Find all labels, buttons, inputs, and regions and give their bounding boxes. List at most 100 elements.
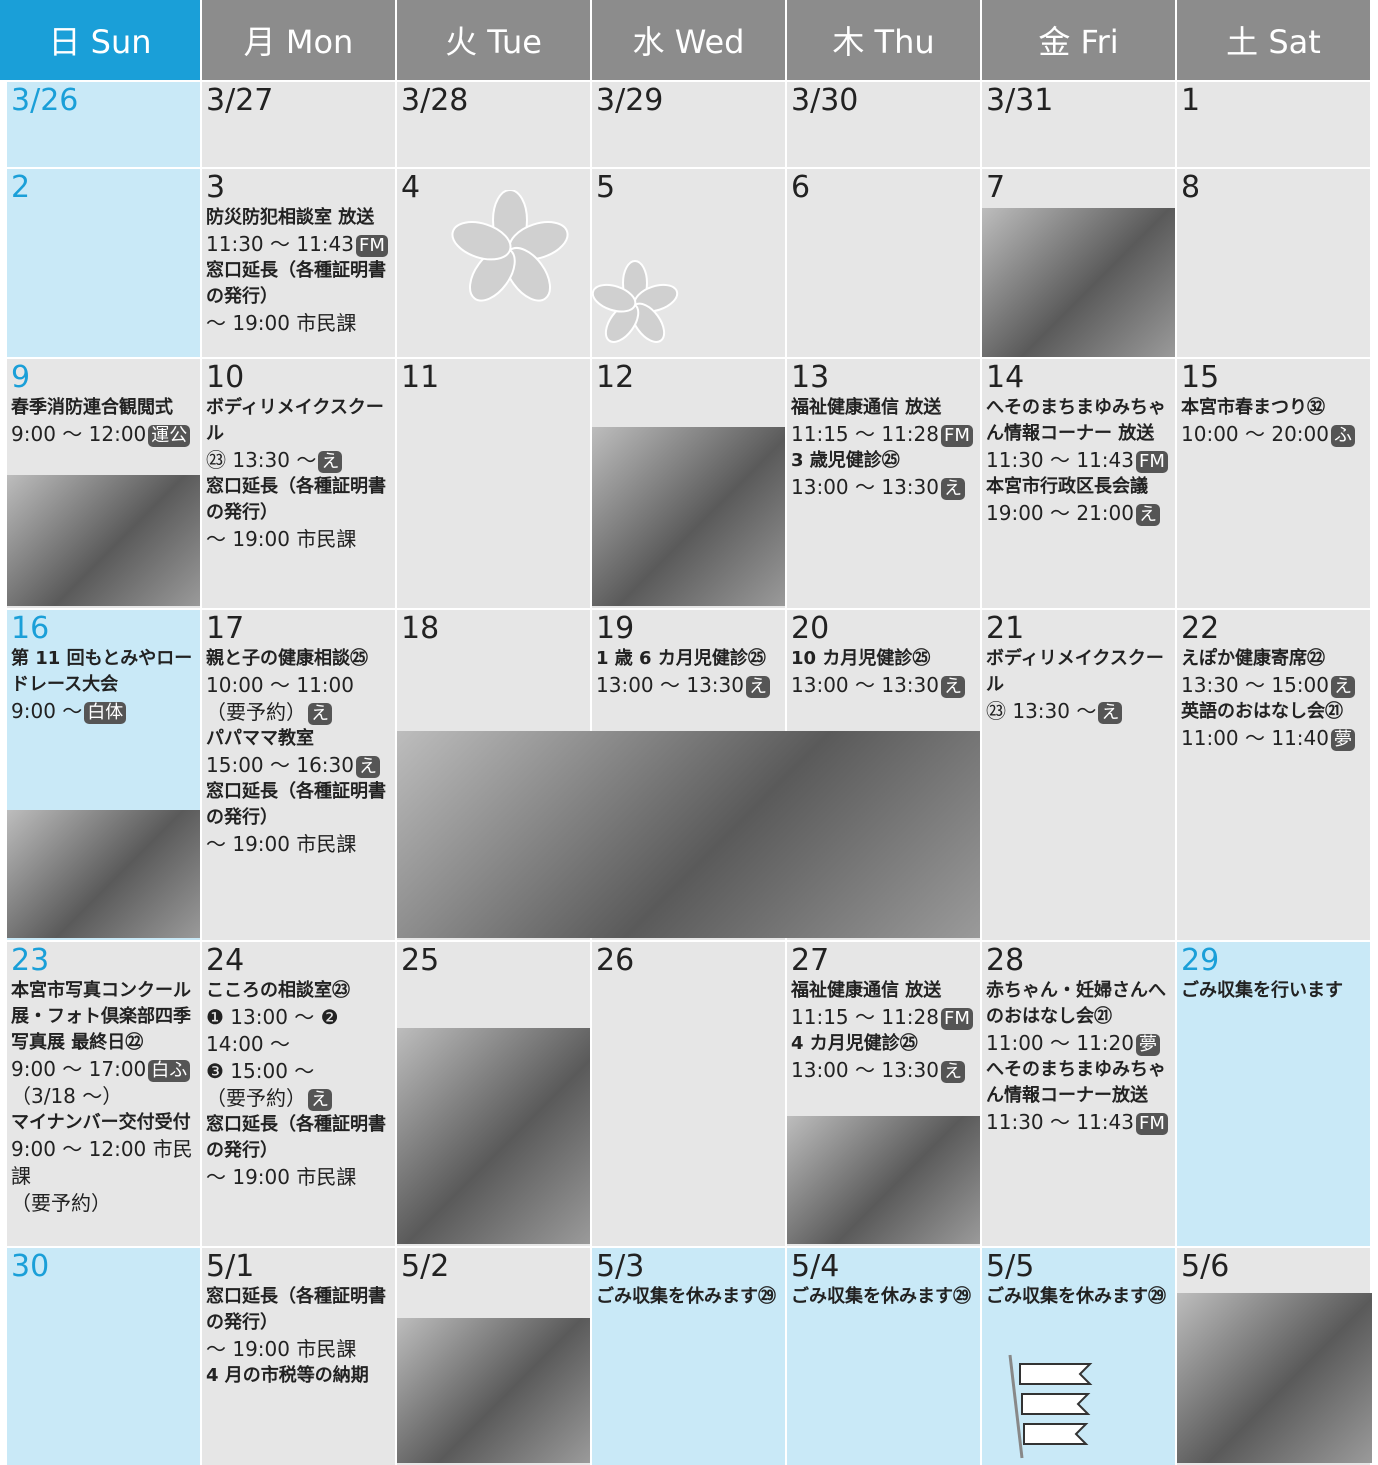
event-text: ～ 19:00 市民課 <box>206 527 357 551</box>
event-line: （要予約）え <box>206 699 391 726</box>
day-cell: 3/26 <box>7 82 200 167</box>
event-text: パパママ教室 <box>206 728 314 749</box>
date: 12 <box>596 360 635 395</box>
koinobori-decoration <box>1008 1354 1093 1459</box>
tag: 白体 <box>84 702 127 724</box>
date: 5/1 <box>206 1249 255 1284</box>
event-text: 窓口延長（各種証明書の発行） <box>206 1114 386 1161</box>
event-line: 本宮市行政区長会議 <box>986 474 1171 500</box>
event-text: ボディリメイクスクール <box>206 397 384 444</box>
event-line: 13:00 ～ 13:30 え <box>791 1057 976 1084</box>
date: 29 <box>1181 943 1220 978</box>
event-text: 11:15 ～ 11:28 <box>791 422 939 446</box>
event-text: （要予約） <box>11 1191 111 1215</box>
event-text: 13:00 ～ 13:30 <box>791 673 939 697</box>
photo <box>7 475 200 606</box>
date: 21 <box>986 611 1025 646</box>
photo <box>7 810 200 938</box>
date: 3/26 <box>11 83 79 118</box>
event-text: 4 カ月児健診㉕ <box>791 1033 918 1054</box>
tag: 白ふ <box>148 1060 191 1082</box>
event-line: 13:00 ～ 13:30 え <box>791 474 976 501</box>
event-line: 19:00 ～ 21:00 え <box>986 500 1171 527</box>
event-line: 窓口延長（各種証明書の発行） <box>206 258 391 310</box>
date: 3/31 <box>986 83 1054 118</box>
event-line: 11:00 ～ 11:40 夢 <box>1181 725 1366 752</box>
date: 10 <box>206 360 245 395</box>
event-line: 9:00 ～ 12:00 運公 <box>11 421 196 448</box>
event-text: 本宮市写真コンクール展・フォト倶楽部四季写真展 最終日㉒ <box>11 980 191 1053</box>
day-cell: 28 赤ちゃん・妊婦さんへのおはなし会㉑ 11:00 ～ 11:20 夢へそのまちまゆ… <box>982 942 1175 1246</box>
event-line: 本宮市写真コンクール展・フォト倶楽部四季写真展 最終日㉒ <box>11 978 196 1056</box>
event-line: 窓口延長（各種証明書の発行） <box>206 1284 391 1336</box>
date: 5/6 <box>1181 1249 1230 1284</box>
event-text: ごみ収集を休みます㉙ <box>596 1286 776 1307</box>
event-line: 10:00 ～ 20:00 ふ <box>1181 421 1366 448</box>
date: 25 <box>401 943 440 978</box>
event-text: 10:00 ～ 11:00 <box>206 673 354 697</box>
event-text: ～ 19:00 市民課 <box>206 1165 357 1189</box>
event-line: 春季消防連合観閲式 <box>11 395 196 421</box>
event-line: ～ 19:00 市民課 <box>206 1164 391 1191</box>
event-text: 3 歳児健診㉕ <box>791 450 900 471</box>
day-cell: 22 えぽか健康寄席㉒ 13:30 ～ 15:00 え英語のおはなし会㉑ 11:00 ～… <box>1177 610 1370 940</box>
event-text: へそのまちまゆみちゃん情報コーナー 放送 <box>986 397 1166 444</box>
event-text: 19:00 ～ 21:00 <box>986 501 1134 525</box>
event-text: マイナンバー交付受付 <box>11 1112 191 1133</box>
date: 17 <box>206 611 245 646</box>
event-text: ～ 19:00 市民課 <box>206 832 357 856</box>
date: 9 <box>11 360 31 395</box>
tag: え <box>308 703 332 725</box>
date: 11 <box>401 360 440 395</box>
day-header: 土 Sat <box>1177 0 1370 80</box>
event-line: 9:00 ～ 17:00 白ふ <box>11 1056 196 1083</box>
day-cell: 23 本宮市写真コンクール展・フォト倶楽部四季写真展 最終日㉒ 9:00 ～ 17:… <box>7 942 200 1246</box>
sakura-decoration <box>451 190 679 343</box>
date: 26 <box>596 943 635 978</box>
event-line: 13:30 ～ 15:00 え <box>1181 672 1366 699</box>
event-text: ～ 19:00 市民課 <box>206 311 357 335</box>
date: 3/29 <box>596 83 664 118</box>
event-text: 11:15 ～ 11:28 <box>791 1005 939 1029</box>
day-cell: 3/31 <box>982 82 1175 167</box>
day-cell: 29 ごみ収集を行います <box>1177 942 1370 1246</box>
event-text: 11:00 ～ 11:40 <box>1181 726 1329 750</box>
tag: FM <box>941 425 973 447</box>
event-line: 15:00 ～ 16:30 え <box>206 752 391 779</box>
event-line: 11:15 ～ 11:28 FM <box>791 1004 976 1031</box>
tag: え <box>1098 702 1123 724</box>
event-text: 11:30 ～ 11:43 <box>206 232 354 256</box>
event-text: ごみ収集を休みます㉙ <box>791 1286 971 1307</box>
date: 3/27 <box>206 83 274 118</box>
tag: 夢 <box>1331 729 1355 751</box>
event-text: 9:00 ～ <box>11 699 83 723</box>
event-line: 赤ちゃん・妊婦さんへのおはなし会㉑ <box>986 978 1171 1030</box>
day-cell: 5/5 ごみ収集を休みます㉙ <box>982 1248 1175 1465</box>
day-cell: 3/27 <box>202 82 395 167</box>
date: 4 <box>401 170 421 205</box>
day-cell: 3/28 <box>397 82 590 167</box>
tag: え <box>941 1061 965 1083</box>
event-text: 親と子の健康相談㉕ <box>206 648 368 669</box>
event-line: 福祉健康通信 放送 <box>791 978 976 1004</box>
event-line: （要予約）え <box>206 1085 391 1112</box>
event-line: ～ 19:00 市民課 <box>206 1336 391 1363</box>
event-line: 9:00 ～ 12:00 市民課 <box>11 1136 196 1190</box>
event-line: ごみ収集を休みます㉙ <box>986 1284 1171 1310</box>
event-text: 窓口延長（各種証明書の発行） <box>206 260 386 307</box>
event-text: 10 カ月児健診㉕ <box>791 648 931 669</box>
photo <box>397 1028 590 1244</box>
tag: え <box>941 676 965 698</box>
event-line: 9:00 ～白体 <box>11 698 196 725</box>
date: 5/2 <box>401 1249 450 1284</box>
day-header: 水 Wed <box>592 0 785 80</box>
event-text: ❶ 13:00 ～ ❷ 14:00 ～ <box>206 1005 339 1056</box>
event-line: ～ 19:00 市民課 <box>206 526 391 553</box>
event-text: 13:00 ～ 13:30 <box>791 475 939 499</box>
event-line: 窓口延長（各種証明書の発行） <box>206 1112 391 1164</box>
event-line: 13:00 ～ 13:30 え <box>596 672 781 699</box>
tag: ふ <box>1331 425 1355 447</box>
event-line: 11:30 ～ 11:43 FM <box>986 447 1171 474</box>
event-text: 13:30 ～ 15:00 <box>1181 673 1329 697</box>
